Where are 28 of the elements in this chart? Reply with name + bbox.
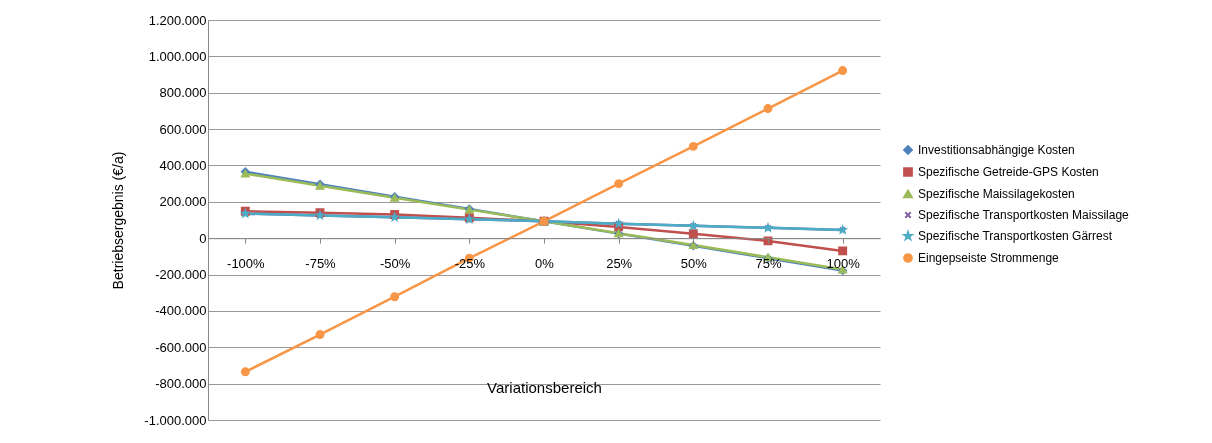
y-tick-label: -800.000 <box>155 376 207 392</box>
x-tick-label: 50% <box>680 255 708 271</box>
legend-label: Spezifische Maissilagekosten <box>918 187 1075 201</box>
y-tick-label: 1.200.000 <box>148 12 207 28</box>
y-tick-label: 1.000.000 <box>148 48 207 64</box>
legend-label: Eingepseiste Strommenge <box>918 251 1060 265</box>
x-tick-label: -100% <box>227 255 266 271</box>
x-tick-label: 25% <box>606 255 633 271</box>
y-tick-label: -600.000 <box>155 339 207 355</box>
y-tick-label: 200.000 <box>159 194 207 210</box>
legend-label: Spezifische Getreide-GPS Kosten <box>918 165 1099 179</box>
y-tick-label: -1.000.000 <box>144 412 207 428</box>
legend-label: Investitionsabhängige Kosten <box>918 143 1075 157</box>
x-tick-label: 100% <box>826 255 861 271</box>
y-tick-label: 800.000 <box>159 85 207 101</box>
x-tick-label: 0% <box>535 255 555 271</box>
x-axis-title: Variationsbereich <box>487 378 602 396</box>
legend-label: Spezifische Transportkosten Gärrest <box>918 229 1113 243</box>
y-axis-title: Betriebsergebnis (€/a) <box>110 151 127 290</box>
y-tick-label: 600.000 <box>159 121 207 137</box>
legend-label: Spezifische Transportkosten Maissilage <box>918 208 1130 222</box>
y-tick-label: 0 <box>199 230 207 246</box>
y-tick-label: 400.000 <box>159 157 207 173</box>
x-tick-label: -75% <box>305 255 337 271</box>
x-tick-label: -50% <box>379 255 411 271</box>
x-tick-label: 75% <box>755 255 782 271</box>
y-tick-label: -200.000 <box>155 267 207 283</box>
y-tick-label: -400.000 <box>155 303 207 319</box>
